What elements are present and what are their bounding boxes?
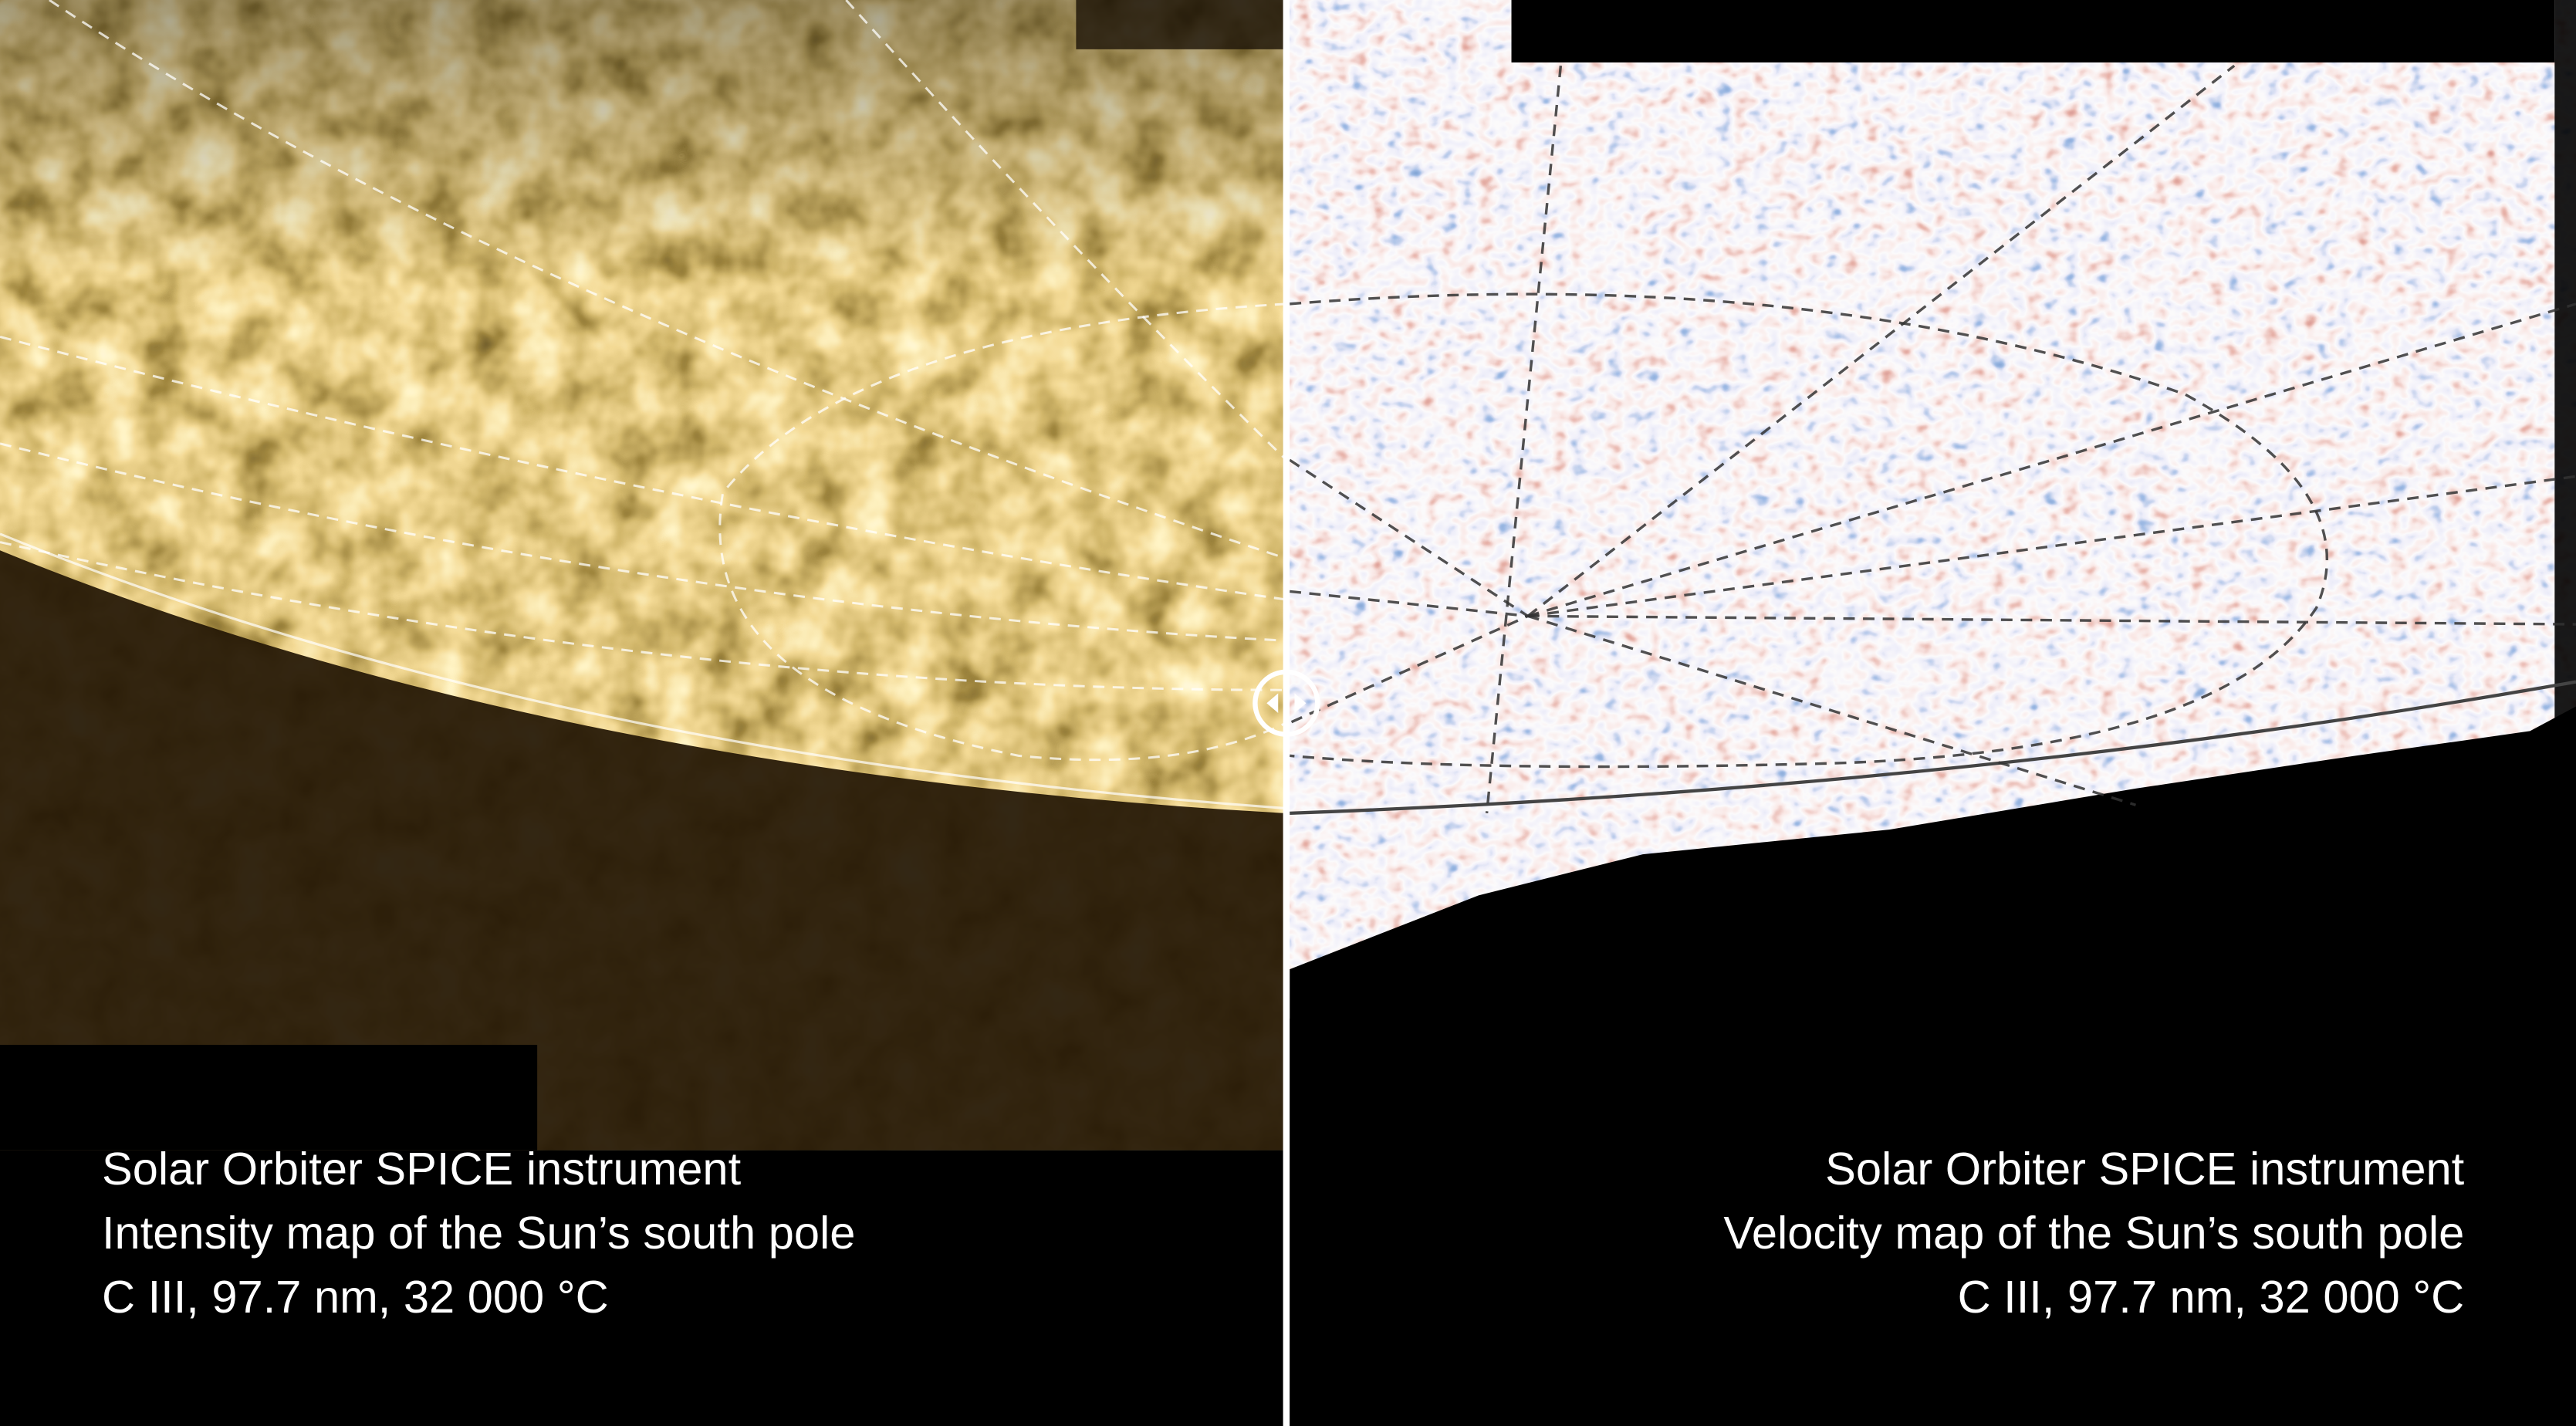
caption-line: Intensity map of the Sun’s south pole [102,1207,855,1259]
slider-line[interactable] [1283,0,1290,1426]
velocity-map [1289,0,2576,1019]
caption-line: Solar Orbiter SPICE instrument [1825,1143,2465,1195]
comparison-slider[interactable] [1253,0,1320,1426]
intensity-map [0,0,1287,1151]
caption-line: C III, 97.7 nm, 32 000 °C [102,1271,609,1323]
caption-line: Solar Orbiter SPICE instrument [102,1143,742,1195]
slider-handle[interactable] [1253,669,1320,737]
caption-line: C III, 97.7 nm, 32 000 °C [1958,1271,2465,1323]
slider-arrows[interactable] [1266,693,1307,713]
caption-line: Velocity map of the Sun’s south pole [1723,1207,2464,1259]
